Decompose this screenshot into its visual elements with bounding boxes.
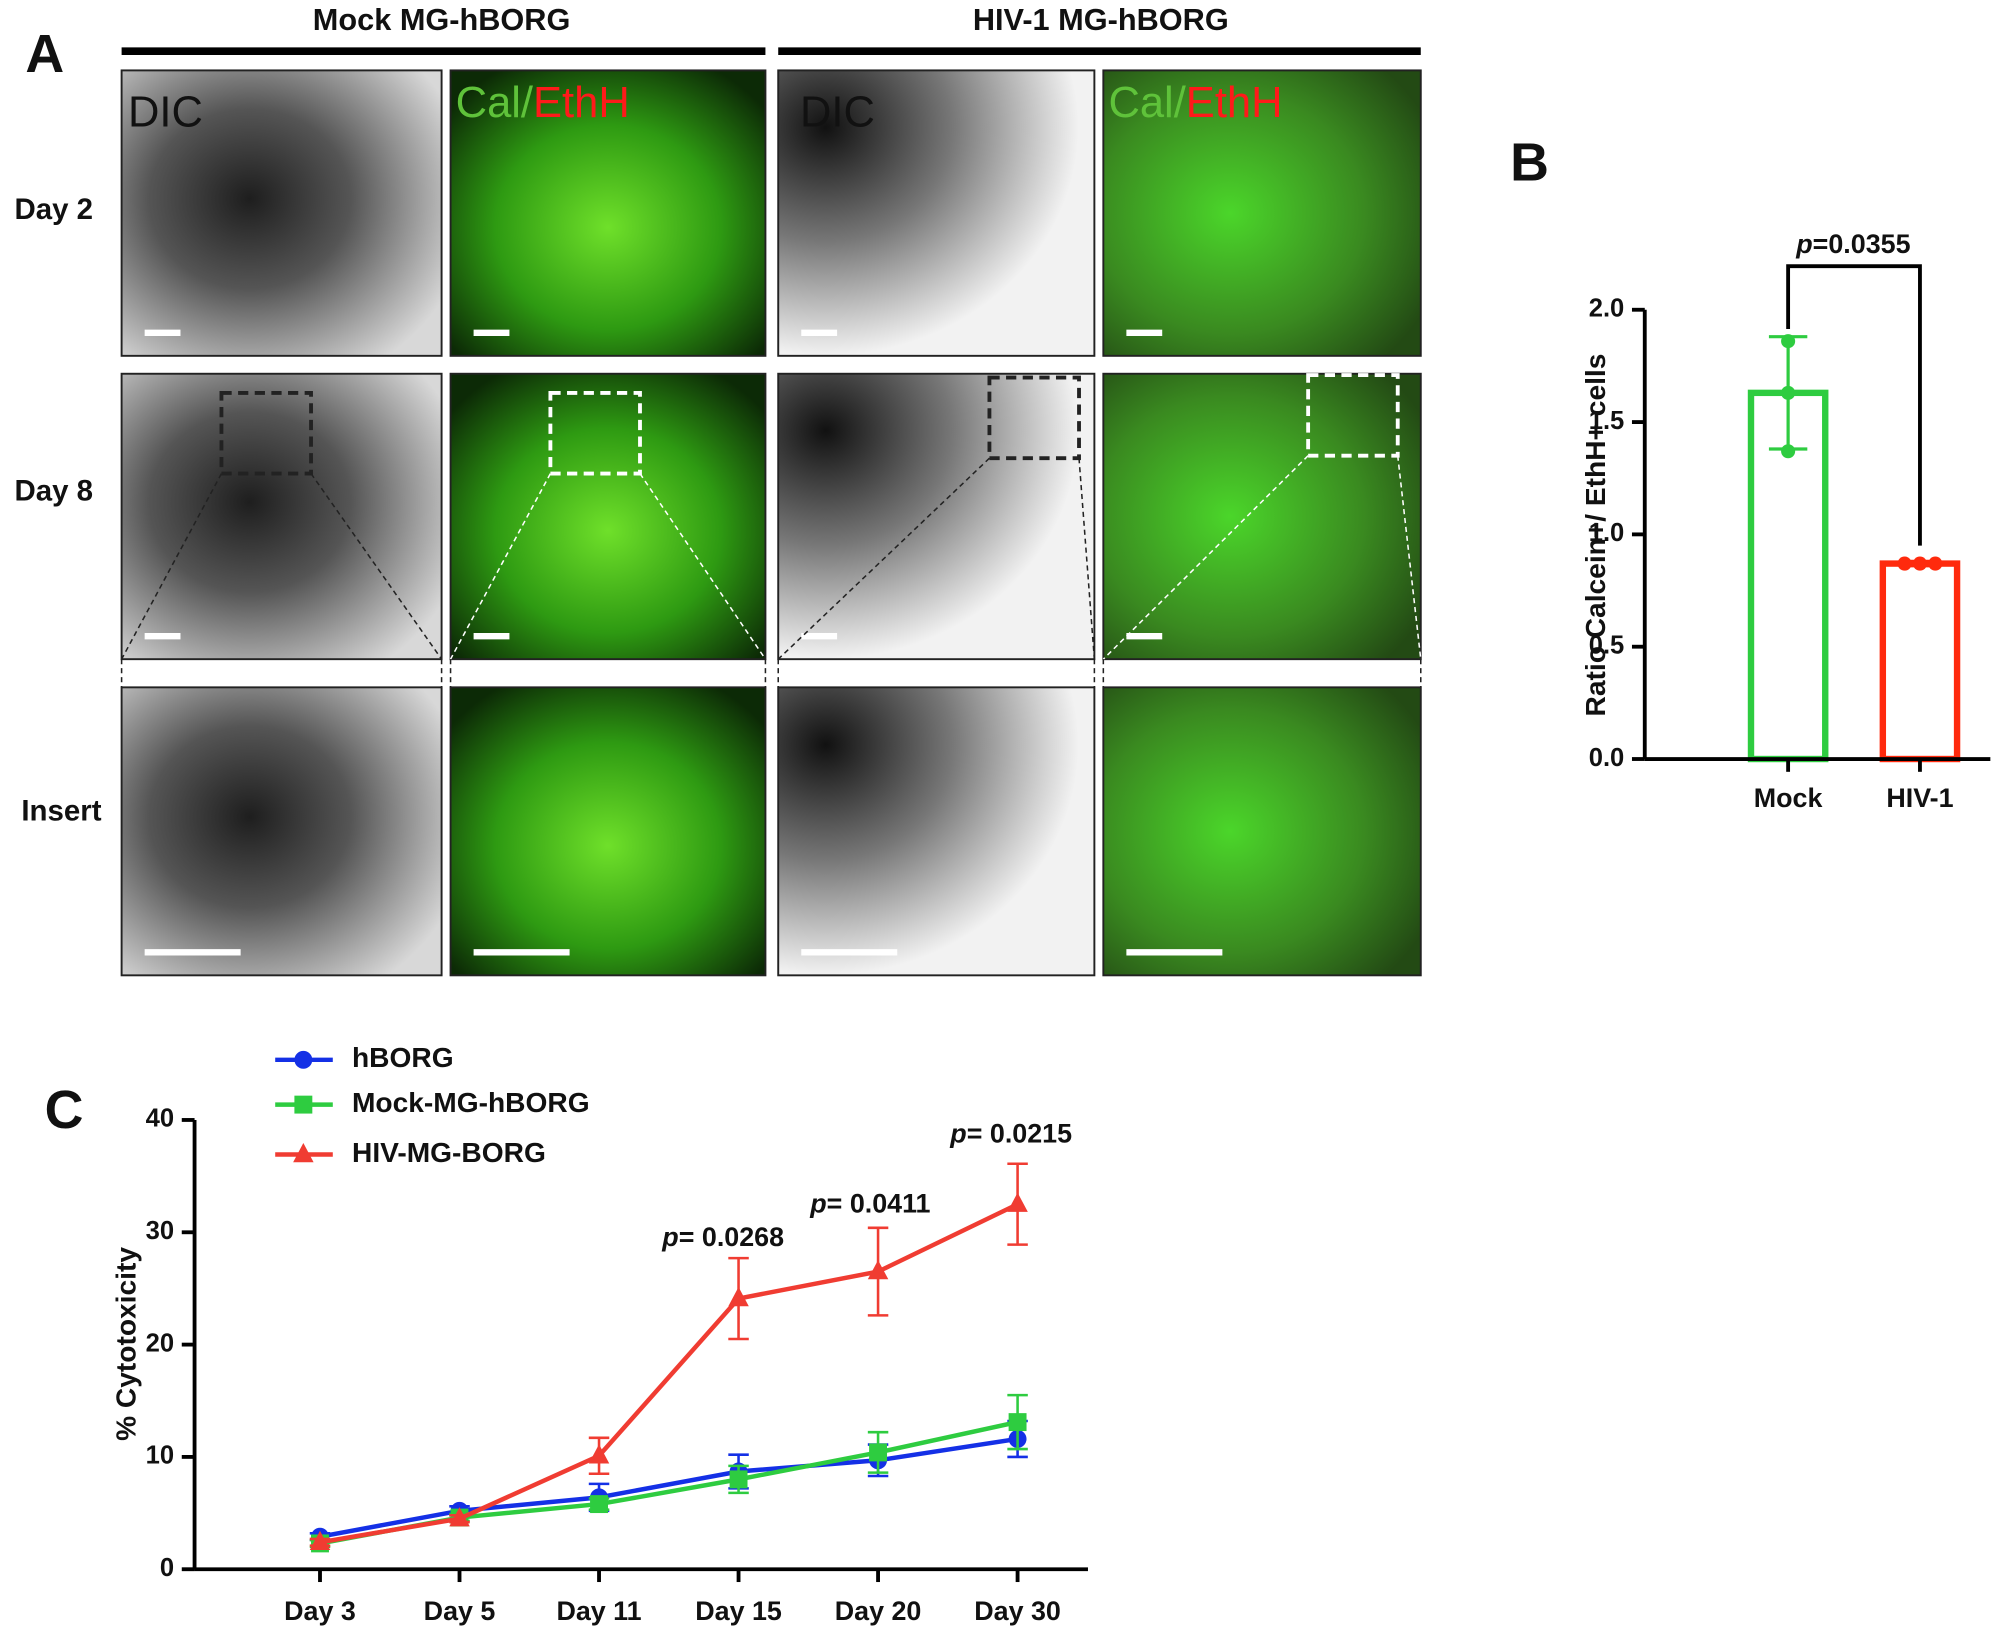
channel-label: DIC xyxy=(800,89,875,137)
x-tick-label: Day 5 xyxy=(424,1596,496,1626)
annotation: p=0.0355 xyxy=(1795,229,1910,259)
annotation: p= 0.0268 xyxy=(661,1222,784,1252)
inset-guide xyxy=(1102,455,1309,660)
inset-guide xyxy=(1396,455,1422,660)
y-tick-label: 0.5 xyxy=(1589,631,1625,659)
inset-guide xyxy=(310,473,443,660)
micrograph xyxy=(449,686,767,977)
marker xyxy=(588,1444,610,1464)
micrograph xyxy=(1102,686,1422,977)
micrograph xyxy=(777,372,1096,661)
legend-marker xyxy=(294,1095,313,1114)
y-tick-label: 2.0 xyxy=(1589,295,1625,323)
x-tick-label: Day 30 xyxy=(974,1596,1061,1626)
bar xyxy=(1879,560,1961,763)
data-point xyxy=(1781,334,1796,349)
marker xyxy=(867,1260,889,1280)
marker xyxy=(449,1507,470,1527)
data-point xyxy=(1912,556,1927,571)
row-label: Day 8 xyxy=(15,475,94,508)
annotation-text: = 0.0215 xyxy=(967,1118,1072,1148)
legend-marker xyxy=(293,1143,314,1163)
micrograph xyxy=(1102,69,1422,357)
x-tick-label: Day 3 xyxy=(284,1596,356,1626)
series-line xyxy=(319,1436,1018,1539)
x-tick-label: HIV-1 xyxy=(1886,783,1953,813)
marker xyxy=(309,1530,331,1550)
y-axis-label: Ratio Calcein+/ EthH+ cells xyxy=(1580,354,1611,717)
inset-guide xyxy=(777,457,990,660)
inset-box xyxy=(1306,373,1400,458)
row-label: Insert xyxy=(21,795,101,828)
marker xyxy=(1007,1192,1028,1212)
annotation-prefix: p xyxy=(1795,229,1812,259)
channel-label: Cal/EthH xyxy=(1108,78,1282,126)
y-tick-label: 0.0 xyxy=(1589,744,1625,772)
micrograph xyxy=(120,686,443,977)
panel-letter: B xyxy=(1510,133,1549,193)
channel-label: Cal/EthH xyxy=(456,78,630,126)
legend-label: HIV-MG-BORG xyxy=(352,1137,546,1168)
inset-box xyxy=(987,375,1081,461)
y-tick-label: 1.0 xyxy=(1589,519,1625,547)
data-point xyxy=(1928,556,1943,571)
annotation-text: =0.0355 xyxy=(1813,229,1911,259)
marker xyxy=(869,1443,888,1462)
channel-part: EthH xyxy=(1186,78,1283,126)
inset-guide xyxy=(639,473,767,660)
legend-marker xyxy=(294,1050,313,1069)
legend-label: Mock-MG-hBORG xyxy=(352,1087,590,1118)
channel-part: Cal/ xyxy=(456,78,534,126)
micrograph xyxy=(449,372,767,661)
x-tick-label: Day 20 xyxy=(835,1596,922,1626)
inset-guide xyxy=(1078,458,1096,660)
x-tick-label: Mock xyxy=(1754,783,1823,813)
data-point xyxy=(1781,385,1796,400)
x-tick-label: Day 11 xyxy=(556,1596,641,1626)
annotation: p= 0.0215 xyxy=(949,1118,1072,1148)
channel-part: EthH xyxy=(533,78,630,126)
micrograph xyxy=(120,372,443,661)
legend-label: hBORG xyxy=(352,1042,454,1073)
inset-box xyxy=(548,391,642,476)
group-header: Mock MG-hBORG xyxy=(313,2,571,37)
marker xyxy=(590,1495,608,1514)
panel-letter: A xyxy=(25,24,64,84)
data-point xyxy=(1897,556,1912,571)
annotation-text: = 0.0268 xyxy=(679,1222,784,1252)
annotation-text: = 0.0411 xyxy=(827,1189,931,1219)
marker xyxy=(728,1287,749,1307)
y-tick-label: 40 xyxy=(146,1105,174,1133)
annotation-prefix: p xyxy=(661,1222,678,1252)
y-tick-label: 20 xyxy=(146,1329,174,1357)
marker xyxy=(1008,1413,1027,1432)
micrograph xyxy=(777,69,1096,357)
row-label: Day 2 xyxy=(15,193,94,226)
micrograph xyxy=(1102,372,1422,661)
micrograph xyxy=(449,69,767,357)
micrographs xyxy=(120,69,1422,977)
x-tick-label: Day 15 xyxy=(695,1596,782,1626)
y-axis-label: % Cytotoxicity xyxy=(110,1247,141,1441)
y-tick-label: 30 xyxy=(146,1217,174,1245)
micrograph xyxy=(777,686,1096,977)
y-tick-label: 0 xyxy=(160,1554,174,1582)
series-line xyxy=(319,1202,1019,1545)
y-tick-label: 10 xyxy=(146,1442,174,1470)
panel-letter: C xyxy=(45,1080,84,1140)
annotation: p= 0.0411 xyxy=(809,1189,930,1219)
data-point xyxy=(1781,444,1796,459)
micrograph xyxy=(120,69,443,357)
y-tick-label: 1.5 xyxy=(1589,407,1625,435)
annotation-prefix: p xyxy=(949,1118,966,1148)
channel-label: DIC xyxy=(128,89,203,137)
group-header: HIV-1 MG-hBORG xyxy=(973,2,1229,37)
channel-part: Cal/ xyxy=(1108,78,1186,126)
significance-bracket xyxy=(1786,264,1922,546)
annotation-prefix: p xyxy=(809,1189,826,1219)
marker xyxy=(729,1470,748,1489)
inset-box xyxy=(219,391,313,476)
